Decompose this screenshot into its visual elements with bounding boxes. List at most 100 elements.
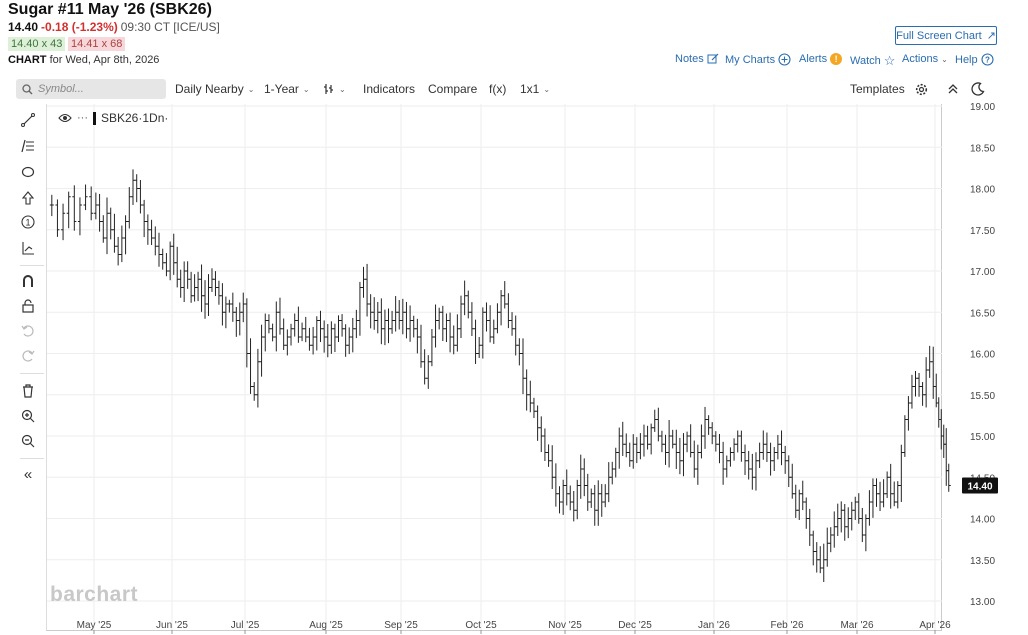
price-bar [613, 447, 618, 478]
price-bar [108, 207, 113, 240]
chevron-down-icon: ⌄ [302, 84, 310, 94]
price-bar [828, 527, 833, 553]
price-bar [553, 463, 558, 507]
range-dropdown[interactable]: 1-Year ⌄ [264, 80, 310, 98]
zoom-in-icon[interactable] [18, 406, 38, 426]
price-bar [732, 438, 737, 461]
notes-link[interactable]: Notes [675, 53, 719, 65]
compare-button[interactable]: Compare [428, 80, 477, 98]
x-tick-label: Jan '26 [698, 620, 730, 631]
zoom-out-icon[interactable] [18, 431, 38, 451]
trash-icon[interactable] [18, 381, 38, 401]
function-button[interactable]: f(x) [489, 80, 506, 98]
full-screen-chart-button[interactable]: Full Screen Chart ↗ [895, 26, 997, 45]
period-dropdown[interactable]: Daily Nearby ⌄ [175, 80, 254, 98]
chart-label: CHART [8, 54, 47, 66]
bar-type-dropdown[interactable]: ⌄ [323, 80, 346, 98]
y-tick-label: 18.50 [970, 143, 995, 154]
price-bar [513, 315, 518, 356]
double-chevron-up-icon [948, 84, 958, 94]
price-bar [281, 318, 286, 351]
arrow-up-icon[interactable] [18, 188, 38, 208]
price-bar [97, 193, 102, 232]
double-chevron-left-icon[interactable]: « [23, 465, 33, 483]
annotation-number-icon[interactable]: 1 [18, 212, 38, 232]
price-bar [692, 440, 697, 478]
price-bar [182, 261, 187, 303]
alerts-link[interactable]: Alerts ! [799, 53, 843, 65]
star-icon: ☆ [883, 53, 896, 68]
price-bar [307, 327, 312, 351]
price-bar [746, 450, 751, 480]
price-bar [426, 355, 431, 389]
price-bar [909, 374, 914, 409]
collapse-button[interactable] [947, 80, 959, 98]
x-tick-label: Sep '25 [384, 620, 418, 631]
price-bar [296, 306, 301, 343]
price-bar [116, 236, 121, 266]
legend-symbol: SBK26 [101, 111, 139, 125]
templates-button[interactable]: Templates [850, 80, 905, 98]
price-bar [433, 304, 438, 348]
price-bar [531, 397, 536, 418]
price-bar [717, 433, 722, 464]
price-bar [237, 302, 242, 336]
price-bar [347, 327, 352, 355]
trend-line-icon[interactable] [18, 110, 38, 130]
my-charts-link[interactable]: My Charts [725, 53, 791, 66]
symbol-search-input[interactable]: Symbol... [16, 79, 166, 99]
y-tick-label: 13.00 [970, 597, 995, 608]
price-bar [149, 219, 154, 246]
actions-menu[interactable]: Actions ⌄ [902, 53, 948, 65]
price-bar [941, 424, 946, 458]
price-bar [667, 419, 672, 468]
eye-icon[interactable] [58, 113, 72, 123]
price-bar [764, 432, 769, 462]
price-bar [728, 447, 733, 467]
price-bar [913, 370, 918, 397]
undo-icon[interactable] [18, 321, 38, 341]
more-icon[interactable]: ··· [77, 112, 88, 124]
price-bar [688, 424, 693, 458]
price-bar [343, 324, 348, 357]
price-bar [365, 263, 370, 317]
redo-icon[interactable] [18, 346, 38, 366]
shape-icon[interactable] [18, 162, 38, 182]
dark-mode-toggle[interactable] [971, 80, 985, 98]
price-bar [145, 214, 150, 245]
price-bar [259, 324, 264, 377]
price-bar [849, 501, 854, 531]
price-bar [624, 433, 629, 458]
fibonacci-icon[interactable] [18, 136, 38, 156]
price-bar [645, 425, 650, 450]
moon-icon [971, 82, 985, 96]
indicators-button[interactable]: Indicators [363, 80, 415, 98]
chart-plot-area[interactable] [46, 104, 942, 631]
full-screen-label: Full Screen Chart [896, 29, 982, 42]
price-bar [227, 299, 232, 313]
price-bar [274, 301, 279, 352]
magnet-icon[interactable] [18, 271, 38, 291]
price-bar [793, 484, 798, 518]
price-bar [311, 326, 316, 355]
alerts-label: Alerts [799, 53, 828, 65]
price-bar [724, 455, 729, 478]
x-tick-label: May '25 [77, 620, 112, 631]
price-bar [336, 315, 341, 342]
price-bar [695, 444, 700, 485]
price-bar [797, 489, 802, 520]
watch-link[interactable]: Watch ☆ [850, 53, 895, 69]
price-bar [354, 309, 359, 339]
price-bar [473, 319, 478, 364]
measure-icon[interactable] [18, 238, 38, 258]
quote-line: 14.40 -0.18 (-1.23%) 09:30 CT [ICE/US] [8, 20, 220, 34]
lock-icon[interactable] [18, 296, 38, 316]
help-link[interactable]: Help ? [955, 53, 994, 66]
y-tick-label: 13.50 [970, 556, 995, 567]
price-bar [350, 317, 355, 353]
y-tick-label: 15.50 [970, 391, 995, 402]
price-bar [878, 481, 883, 512]
settings-button[interactable] [915, 80, 928, 98]
layout-dropdown[interactable]: 1x1 ⌄ [520, 80, 550, 98]
